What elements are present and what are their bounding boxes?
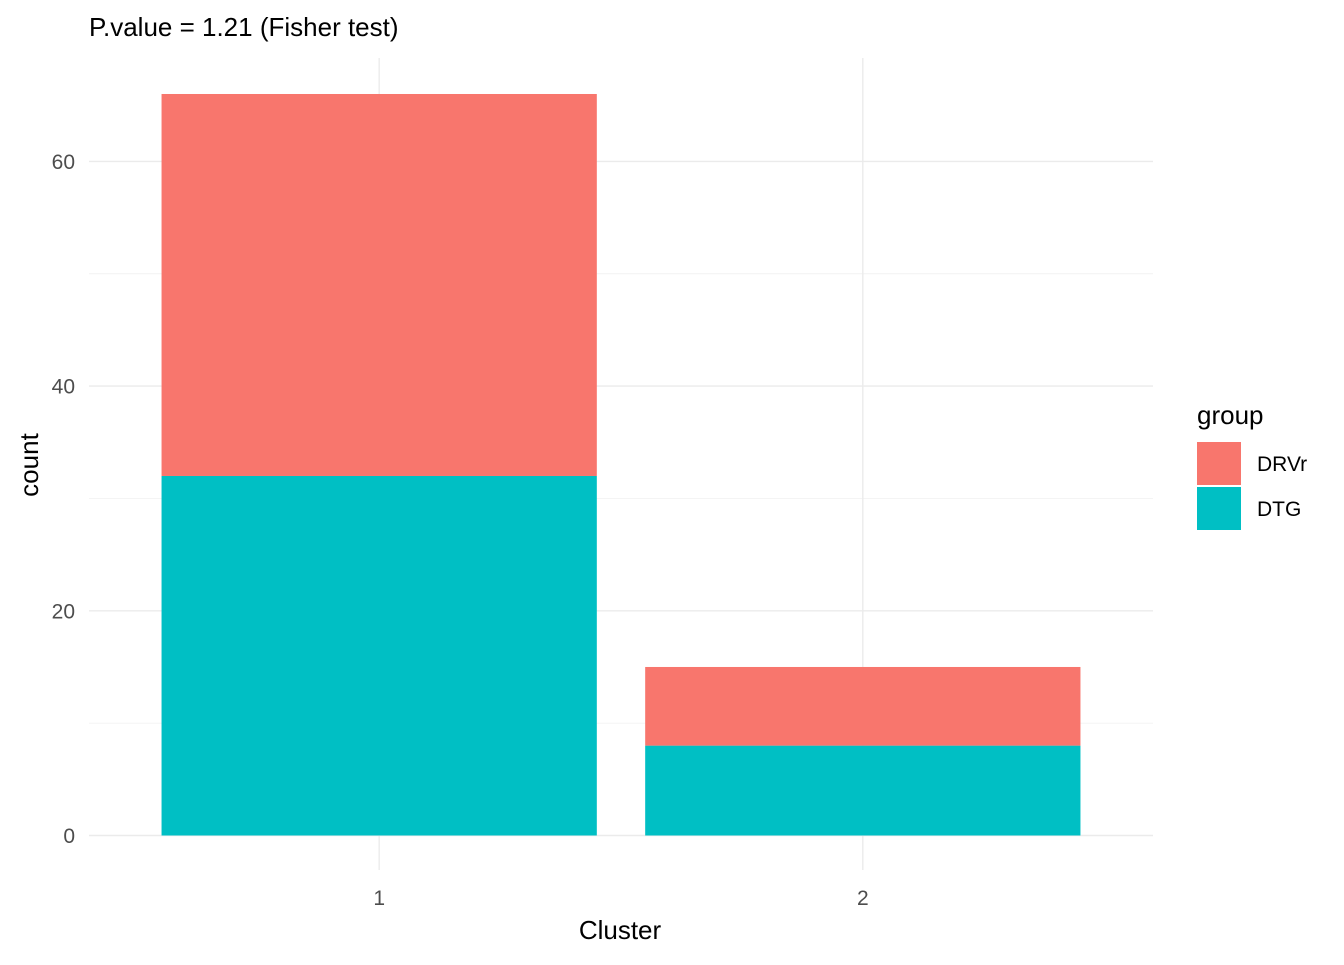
x-axis-title: Cluster [579, 915, 662, 945]
bar-dtg-cluster-1 [161, 475, 597, 836]
legend-label-dtg: DTG [1257, 498, 1301, 521]
y-tick-label: 60 [52, 151, 75, 174]
y-tick-label: 40 [52, 376, 75, 399]
y-tick-label: 20 [52, 600, 75, 623]
legend-label-drvr: DRVr [1257, 453, 1307, 476]
x-tick-label: 2 [857, 887, 869, 910]
legend-key-dtg [1197, 487, 1241, 530]
bar-layer [161, 93, 1081, 836]
y-tick-label: 0 [63, 825, 75, 848]
bar-drvr-cluster-1 [161, 93, 597, 476]
legend-items: DRVr DTG [1197, 442, 1307, 530]
y-axis-title: count [14, 432, 44, 496]
legend-title: group [1197, 400, 1264, 430]
chart-title: P.value = 1.21 (Fisher test) [89, 12, 399, 42]
tick-layer: 0 20 40 60 1 2 [52, 151, 869, 910]
x-tick-label: 1 [373, 887, 385, 910]
legend: group DRVr DTG [1197, 400, 1307, 530]
bar-dtg-cluster-2 [645, 745, 1081, 836]
bar-drvr-cluster-2 [645, 666, 1081, 746]
legend-key-drvr [1197, 442, 1241, 485]
